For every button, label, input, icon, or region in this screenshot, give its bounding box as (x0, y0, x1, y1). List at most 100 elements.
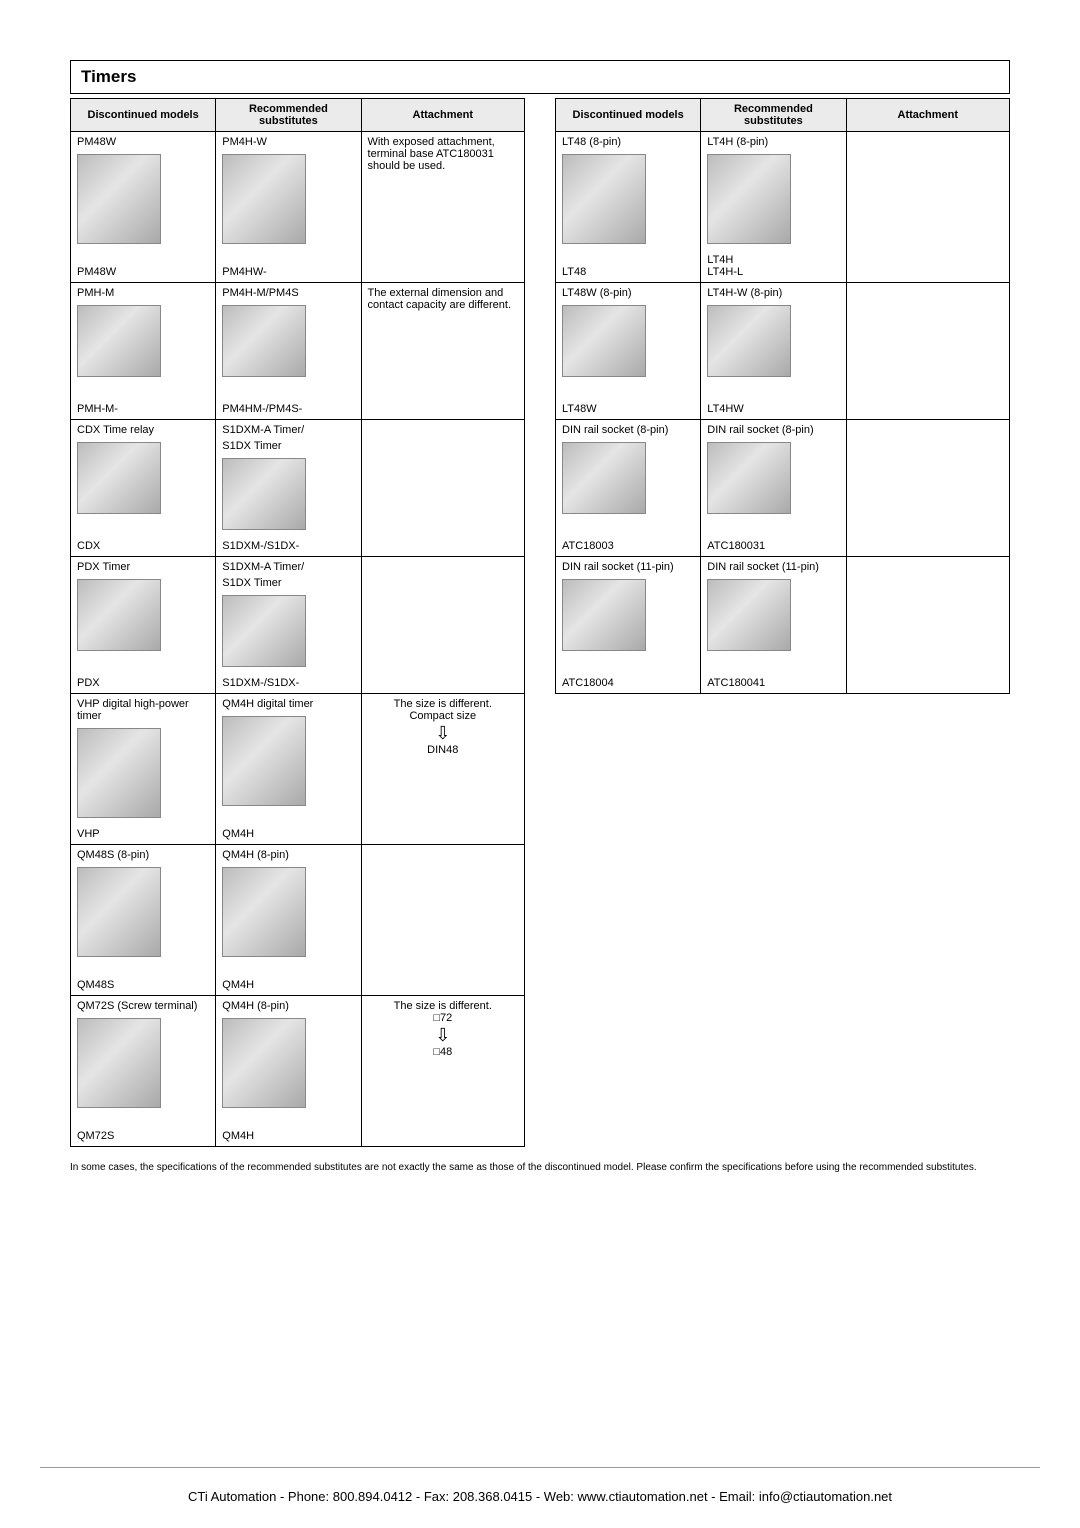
cell-top-label: DIN rail socket (11-pin) (562, 561, 694, 573)
table-row: VHP digital high-power timer VHP QM4H digi… (71, 694, 525, 845)
cell-top-label: DIN rail socket (11-pin) (707, 561, 839, 573)
table-row: QM48S (8-pin)QM48SQM4H (8-pin)QM4H (71, 845, 525, 996)
product-image-placeholder (562, 154, 646, 244)
cell-top-label: QM4H (8-pin) (222, 849, 354, 861)
cell-bottom-label: LT48W (562, 403, 694, 415)
cell-top-label: PM48W (77, 136, 209, 148)
attachment-line: Compact size (368, 710, 518, 722)
attachment-cell (361, 845, 524, 996)
cell-top-label: CDX Time relay (77, 424, 209, 436)
cell-top-label: PM4H-W (222, 136, 354, 148)
attachment-cell: The external dimension and contact capac… (361, 283, 524, 420)
cell-bottom-label: ATC18004 (562, 677, 694, 689)
table-cell: DIN rail socket (11-pin) ATC180041 (701, 557, 846, 694)
cell-bottom-label: PM48W (77, 266, 209, 278)
col-attachment: Attachment (846, 99, 1009, 132)
table-cell: PMH-M PMH-M- (71, 283, 216, 420)
right-table: Discontinued models Recommended substitu… (555, 98, 1010, 694)
product-image-placeholder (222, 154, 306, 244)
table-row: PMH-M PMH-M- PM4H-M/PM4S PM4HM-/PM4S- The ex… (71, 283, 525, 420)
cell-top-label2: S1DX Timer (222, 577, 354, 589)
cell-top-label: VHP digital high-power timer (77, 698, 209, 722)
attachment-cell (846, 557, 1009, 694)
table-cell: DIN rail socket (8-pin)ATC18003 (556, 420, 701, 557)
cell-top-label2: S1DX Timer (222, 440, 354, 452)
table-cell: S1DXM-A Timer/S1DX TimerS1DXM-/S1DX- (216, 557, 361, 694)
cell-bottom-label: VHP (77, 828, 209, 840)
cell-bottom-label: ATC180041 (707, 677, 839, 689)
table-cell: LT48W (8-pin) LT48W (556, 283, 701, 420)
cell-bottom-label: PMH-M- (77, 403, 209, 415)
attachment-line: DIN48 (368, 744, 518, 756)
product-image-placeholder (707, 154, 791, 244)
cell-bottom-label: S1DXM-/S1DX- (222, 677, 354, 689)
product-image-placeholder (222, 1018, 306, 1108)
cell-bottom-label: QM72S (77, 1130, 209, 1142)
attachment-cell (846, 132, 1009, 283)
attachment-text: The external dimension and contact capac… (368, 287, 518, 311)
table-row: LT48W (8-pin) LT48W LT4H-W (8-pin)LT4HW (556, 283, 1010, 420)
page-divider (40, 1467, 1040, 1468)
cell-bottom-label: ATC18003 (562, 540, 694, 552)
col-discontinued: Discontinued models (71, 99, 216, 132)
arrow-down-icon: ⇩ (368, 724, 518, 742)
product-image-placeholder (562, 579, 646, 651)
right-tbody: LT48 (8-pin)LT48LT4H (8-pin)LT4HLT4H-LLT… (556, 132, 1010, 694)
table-cell: QM4H digital timerQM4H (216, 694, 361, 845)
cell-top-label: S1DXM-A Timer/ (222, 424, 354, 436)
product-image-placeholder (222, 458, 306, 530)
cell-bottom-label: QM4H (222, 1130, 354, 1142)
product-image-placeholder (77, 728, 161, 818)
product-image-placeholder (77, 442, 161, 514)
cell-bottom-label: PDX (77, 677, 209, 689)
attachment-line: The size is different. (368, 698, 518, 710)
table-cell: PM48W PM48W (71, 132, 216, 283)
timers-header: Timers (70, 60, 1010, 94)
cell-top-label: LT48 (8-pin) (562, 136, 694, 148)
footnote: In some cases, the specifications of the… (70, 1161, 1010, 1174)
attachment-cell (361, 420, 524, 557)
cell-top-label: PM4H-M/PM4S (222, 287, 354, 299)
table-cell: LT4H (8-pin) LT4HLT4H-L (701, 132, 846, 283)
product-image-placeholder (222, 716, 306, 806)
attachment-cell (846, 283, 1009, 420)
attachment-line: □48 (368, 1046, 518, 1058)
table-cell: QM72S (Screw terminal) QM72S (71, 996, 216, 1147)
cell-top-label: DIN rail socket (8-pin) (707, 424, 839, 436)
tables-wrapper: Discontinued models Recommended substitu… (70, 98, 1010, 1147)
table-cell: QM4H (8-pin)QM4H (216, 996, 361, 1147)
table-cell: PM4H-M/PM4S PM4HM-/PM4S- (216, 283, 361, 420)
cell-bottom-label: LT4HW (707, 403, 839, 415)
attachment-cell (361, 557, 524, 694)
cell-top-label: LT4H (8-pin) (707, 136, 839, 148)
arrow-down-icon: ⇩ (368, 1026, 518, 1044)
cell-top-label: PMH-M (77, 287, 209, 299)
cell-bottom-label: LT4H (707, 254, 839, 266)
table-cell: CDX Time relay CDX (71, 420, 216, 557)
col-recommended: Recommended substitutes (701, 99, 846, 132)
table-cell: DIN rail socket (8-pin)ATC180031 (701, 420, 846, 557)
attachment-cell: With exposed attachment, terminal base A… (361, 132, 524, 283)
table-row: QM72S (Screw terminal) QM72S QM4H (8-pin)Q… (71, 996, 525, 1147)
product-image-placeholder (222, 305, 306, 377)
cell-top-label: QM48S (8-pin) (77, 849, 209, 861)
cell-top-label: LT48W (8-pin) (562, 287, 694, 299)
product-image-placeholder (562, 442, 646, 514)
cell-bottom-label: PM4HW- (222, 266, 354, 278)
product-image-placeholder (77, 579, 161, 651)
product-image-placeholder (562, 305, 646, 377)
product-image-placeholder (707, 442, 791, 514)
cell-top-label: QM4H digital timer (222, 698, 354, 710)
page-footer: CTi Automation - Phone: 800.894.0412 - F… (0, 1489, 1080, 1504)
attachment-cell (846, 420, 1009, 557)
product-image-placeholder (77, 1018, 161, 1108)
col-attachment: Attachment (361, 99, 524, 132)
table-row: DIN rail socket (11-pin) ATC18004 DIN rail… (556, 557, 1010, 694)
product-image-placeholder (707, 579, 791, 651)
cell-bottom-label: CDX (77, 540, 209, 552)
table-cell: LT4H-W (8-pin)LT4HW (701, 283, 846, 420)
cell-bottom-label2: LT4H-L (707, 266, 839, 278)
cell-bottom-label: PM4HM-/PM4S- (222, 403, 354, 415)
cell-top-label: QM72S (Screw terminal) (77, 1000, 209, 1012)
product-image-placeholder (222, 595, 306, 667)
